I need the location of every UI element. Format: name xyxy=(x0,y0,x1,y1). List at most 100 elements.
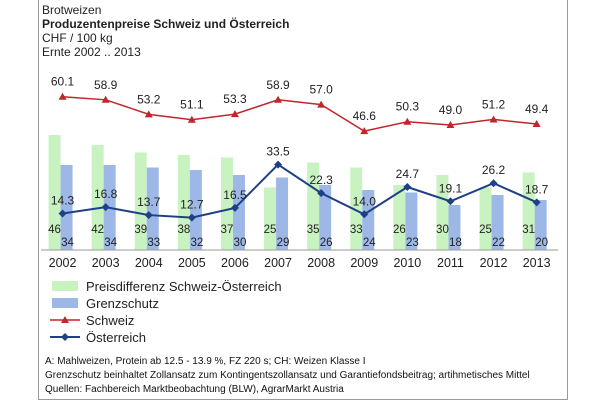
label-preisdifferenz: 25 xyxy=(264,224,277,236)
legend-marker-oesterreich xyxy=(61,333,69,341)
marker-oesterreich xyxy=(532,198,541,207)
marker-oesterreich xyxy=(446,197,455,206)
x-tick-label: 2010 xyxy=(393,256,421,270)
bar-grenzschutz xyxy=(189,170,202,250)
chart-subject: Brotweizen xyxy=(42,3,102,17)
label-schweiz: 49.0 xyxy=(439,103,463,117)
marker-oesterreich xyxy=(317,189,326,198)
x-tick-label: 2009 xyxy=(350,256,378,270)
chart-title: Produzentenpreise Schweiz und Österreich xyxy=(42,17,290,31)
label-oesterreich: 18.7 xyxy=(525,182,549,196)
bar-preisdifferenz xyxy=(220,157,233,250)
label-preisdifferenz: 33 xyxy=(350,224,363,236)
bar-preisdifferenz xyxy=(177,155,190,250)
marker-schweiz xyxy=(403,117,412,125)
label-preisdifferenz: 42 xyxy=(91,224,104,236)
bar-grenzschutz xyxy=(276,177,289,250)
x-tick-label: 2013 xyxy=(523,256,551,270)
marker-oesterreich xyxy=(101,203,110,212)
label-preisdifferenz: 26 xyxy=(393,224,406,236)
bar-preisdifferenz xyxy=(479,187,492,250)
label-preisdifferenz: 37 xyxy=(221,224,234,236)
label-schweiz: 46.6 xyxy=(353,109,377,123)
label-schweiz: 60.1 xyxy=(51,75,75,89)
x-tick-label: 2004 xyxy=(135,256,163,270)
marker-oesterreich xyxy=(360,210,369,219)
marker-schweiz xyxy=(230,110,239,118)
bar-grenzschutz xyxy=(146,167,159,250)
marker-schweiz xyxy=(187,115,196,123)
label-oesterreich: 19.1 xyxy=(439,181,463,195)
label-grenzschutz: 33 xyxy=(147,237,160,249)
label-oesterreich: 26.2 xyxy=(482,163,506,177)
x-tick-label: 2008 xyxy=(307,256,335,270)
x-tick-label: 2003 xyxy=(92,256,120,270)
label-oesterreich: 16.5 xyxy=(223,188,247,202)
label-schweiz: 49.4 xyxy=(525,102,549,116)
marker-oesterreich xyxy=(230,203,239,212)
marker-schweiz xyxy=(489,115,498,123)
bar-grenzschutz xyxy=(534,200,547,250)
x-tick-label: 2006 xyxy=(221,256,249,270)
footnote-1: A: Mahlweizen, Protein ab 12.5 - 13.9 %,… xyxy=(45,356,366,367)
marker-schweiz xyxy=(144,110,153,118)
bar-preisdifferenz xyxy=(307,162,320,250)
label-preisdifferenz: 39 xyxy=(134,224,147,236)
bar-preisdifferenz xyxy=(134,152,147,250)
x-tick-label: 2002 xyxy=(49,256,77,270)
label-schweiz: 51.1 xyxy=(180,98,204,112)
marker-schweiz xyxy=(532,120,541,128)
label-preisdifferenz: 35 xyxy=(307,224,320,236)
marker-schweiz xyxy=(360,127,369,135)
bar-grenzschutz xyxy=(232,175,245,250)
label-grenzschutz: 23 xyxy=(406,237,419,249)
label-oesterreich: 12.7 xyxy=(180,198,204,212)
bar-grenzschutz xyxy=(491,195,504,250)
bar-preisdifferenz xyxy=(436,175,449,250)
marker-oesterreich xyxy=(58,209,67,218)
label-grenzschutz: 18 xyxy=(449,237,462,249)
bar-preisdifferenz xyxy=(264,187,277,250)
marker-oesterreich xyxy=(489,179,498,188)
label-grenzschutz: 26 xyxy=(320,237,333,249)
bar-preisdifferenz xyxy=(393,185,406,250)
legend-swatch-preisdifferenz xyxy=(52,281,78,291)
label-schweiz: 51.2 xyxy=(482,97,506,111)
marker-oesterreich xyxy=(187,213,196,222)
label-grenzschutz: 32 xyxy=(190,237,203,249)
x-tick-label: 2012 xyxy=(480,256,508,270)
bar-grenzschutz xyxy=(319,185,332,250)
label-schweiz: 53.3 xyxy=(223,92,247,106)
label-oesterreich: 22.3 xyxy=(309,173,333,187)
bar-preisdifferenz xyxy=(350,167,363,250)
label-schweiz: 53.2 xyxy=(137,92,161,106)
legend-label: Österreich xyxy=(86,330,146,345)
label-grenzschutz: 20 xyxy=(535,237,548,249)
marker-oesterreich xyxy=(144,211,153,220)
marker-schweiz xyxy=(101,95,110,103)
line-schweiz xyxy=(62,95,537,132)
label-preisdifferenz: 46 xyxy=(48,224,61,236)
line-oesterreich xyxy=(62,163,538,219)
chart-frame xyxy=(38,0,568,400)
legend-swatch-grenzschutz xyxy=(52,298,78,308)
legend-label: Grenzschutz xyxy=(86,296,159,311)
bar-preisdifferenz xyxy=(91,145,104,250)
chart-range: Ernte 2002 .. 2013 xyxy=(42,45,141,59)
marker-schweiz xyxy=(317,100,326,108)
label-preisdifferenz: 31 xyxy=(522,224,535,236)
marker-schweiz xyxy=(58,92,67,100)
label-schweiz: 58.9 xyxy=(266,78,290,92)
label-grenzschutz: 34 xyxy=(61,237,74,249)
bar-preisdifferenz xyxy=(48,135,61,250)
legend-label: Preisdifferenz Schweiz-Österreich xyxy=(86,279,282,294)
label-oesterreich: 14.3 xyxy=(51,194,75,208)
label-grenzschutz: 30 xyxy=(234,237,247,249)
marker-oesterreich xyxy=(274,160,283,169)
chart-unit: CHF / 100 kg xyxy=(42,31,113,45)
label-schweiz: 50.3 xyxy=(396,100,420,114)
label-preisdifferenz: 25 xyxy=(479,224,492,236)
legend-marker-schweiz xyxy=(61,316,69,323)
x-tick-label: 2011 xyxy=(437,256,464,270)
